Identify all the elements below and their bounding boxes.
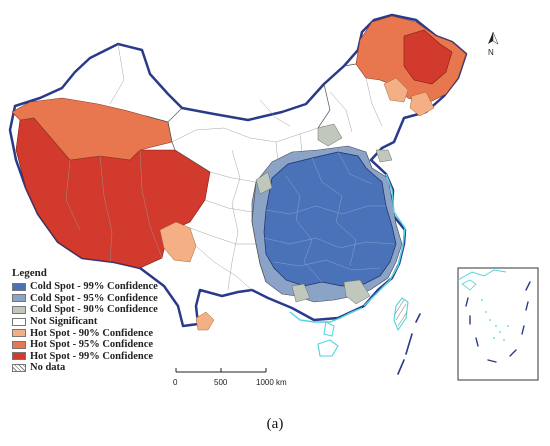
provincial-boundaries (145, 63, 357, 283)
legend-label: No data (30, 362, 66, 374)
legend-swatch (12, 282, 26, 291)
hot-spot-90-region-northeast (383, 77, 435, 117)
scale-label-500: 500 (214, 378, 228, 387)
legend-label: Not Significant (30, 316, 98, 328)
cold-core-internal-boundaries (263, 151, 395, 283)
legend-item-cold-90: Cold Spot - 90% Confidence (12, 304, 158, 316)
legend-item-not-significant: Not Significant (12, 316, 158, 328)
hot-spot-99-region-northeast (403, 29, 453, 85)
coastline-south (289, 307, 363, 323)
hainan-island (317, 339, 339, 357)
legend-item-cold-99: Cold Spot - 99% Confidence (12, 281, 158, 293)
legend-label: Cold Spot - 90% Confidence (30, 304, 158, 316)
figure-caption: (a) (266, 416, 284, 432)
cold-spot-90-region-patches (255, 123, 393, 305)
legend-title: Legend (12, 267, 47, 279)
legend-item-no-data: No data (12, 362, 158, 374)
legend-item-cold-95: Cold Spot - 95% Confidence (12, 293, 158, 305)
legend-label: Hot Spot - 90% Confidence (30, 327, 154, 339)
legend-item-hot-95: Hot Spot - 95% Confidence (12, 339, 158, 351)
hot-spot-90-region-south (195, 311, 215, 331)
cold-spot-99-region (263, 151, 397, 287)
legend-label: Cold Spot - 99% Confidence (30, 281, 158, 293)
legend: Cold Spot - 99% Confidence Cold Spot - 9… (12, 281, 158, 374)
taiwan-hatch (394, 299, 408, 327)
legend-swatch (12, 305, 26, 314)
hot-spot-90-region-southwest (159, 221, 197, 263)
legend-swatch (12, 352, 26, 361)
legend-swatch (12, 340, 26, 349)
scale-label-0: 0 (173, 378, 178, 387)
north-arrow-label: N (488, 48, 494, 57)
nine-dash-line-main (397, 313, 421, 375)
legend-label: Cold Spot - 95% Confidence (30, 292, 158, 304)
legend-label: Hot Spot - 95% Confidence (30, 339, 154, 351)
coastline (363, 173, 406, 307)
scale-bar (175, 368, 267, 373)
scale-label-1000: 1000 km (256, 378, 287, 387)
legend-item-hot-90: Hot Spot - 90% Confidence (12, 327, 158, 339)
leizhou-peninsula (323, 321, 335, 337)
legend-swatch (12, 329, 26, 338)
south-china-sea-inset (457, 267, 539, 381)
legend-label: Hot Spot - 99% Confidence (30, 350, 154, 362)
north-arrow-icon (488, 31, 499, 45)
legend-swatch (12, 317, 26, 326)
legend-item-hot-99: Hot Spot - 99% Confidence (12, 351, 158, 363)
legend-swatch (12, 294, 26, 303)
legend-swatch (12, 363, 26, 372)
internal-boundaries (65, 43, 383, 291)
